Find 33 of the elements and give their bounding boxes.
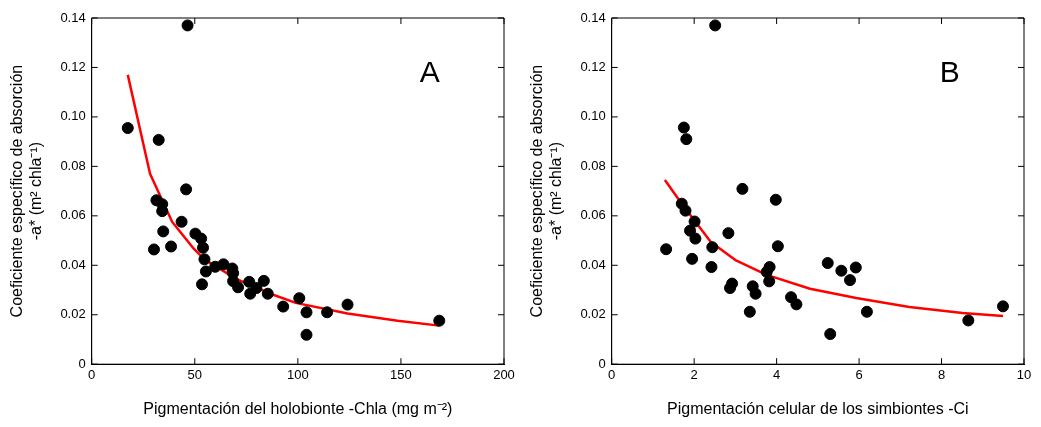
y-tick-label: 0.02 <box>580 306 606 322</box>
y-axis-title: Coeficiente específico de absorción -a* (m² chla⁻¹) <box>528 64 565 318</box>
y-tick-label: 0.06 <box>60 207 86 223</box>
annotation: A <box>419 54 440 88</box>
y-tick-label: 0.10 <box>60 108 86 124</box>
x-tick-label: 100 <box>287 366 309 382</box>
x-tick-label: 4 <box>773 366 781 382</box>
y-tick-label: 0.12 <box>580 59 606 75</box>
annotation: B <box>939 54 960 88</box>
x-tick-label: 10 <box>1016 366 1032 382</box>
y-tick-label: 0.08 <box>580 157 606 173</box>
x-tick-label: 150 <box>390 366 412 382</box>
y-tick-label: 0 <box>598 355 606 371</box>
x-tick-label: 8 <box>937 366 946 382</box>
y-tick-label: 0.12 <box>60 59 86 75</box>
y-tick-label: 0.02 <box>60 306 86 322</box>
x-tick-label: 0 <box>608 366 616 382</box>
x-tick-label: 50 <box>187 366 203 382</box>
y-tick-label: 0.08 <box>60 157 86 173</box>
x-tick-label: 0 <box>88 366 96 382</box>
x-axis-title: Pigmentación del holobionte -Chla (mg m⁻²) <box>143 399 453 417</box>
y-tick-label: 0.04 <box>60 256 86 272</box>
y-tick-label: 0.06 <box>580 207 606 223</box>
y-tick-label: 0.14 <box>580 9 606 25</box>
x-tick-label: 6 <box>855 366 863 382</box>
y-axis-title: Coeficiente específico de absorción -a* (m² chla⁻¹) <box>8 64 45 318</box>
x-axis-title: Pigmentación celular de los simbiontes -Ci <box>667 399 969 417</box>
y-tick-label: 0 <box>78 355 86 371</box>
y-tick-label: 0.04 <box>580 256 606 272</box>
y-tick-label: 0.10 <box>580 108 606 124</box>
x-tick-label: 200 <box>493 366 515 382</box>
x-tick-label: 2 <box>690 366 698 382</box>
y-tick-label: 0.14 <box>60 9 86 25</box>
